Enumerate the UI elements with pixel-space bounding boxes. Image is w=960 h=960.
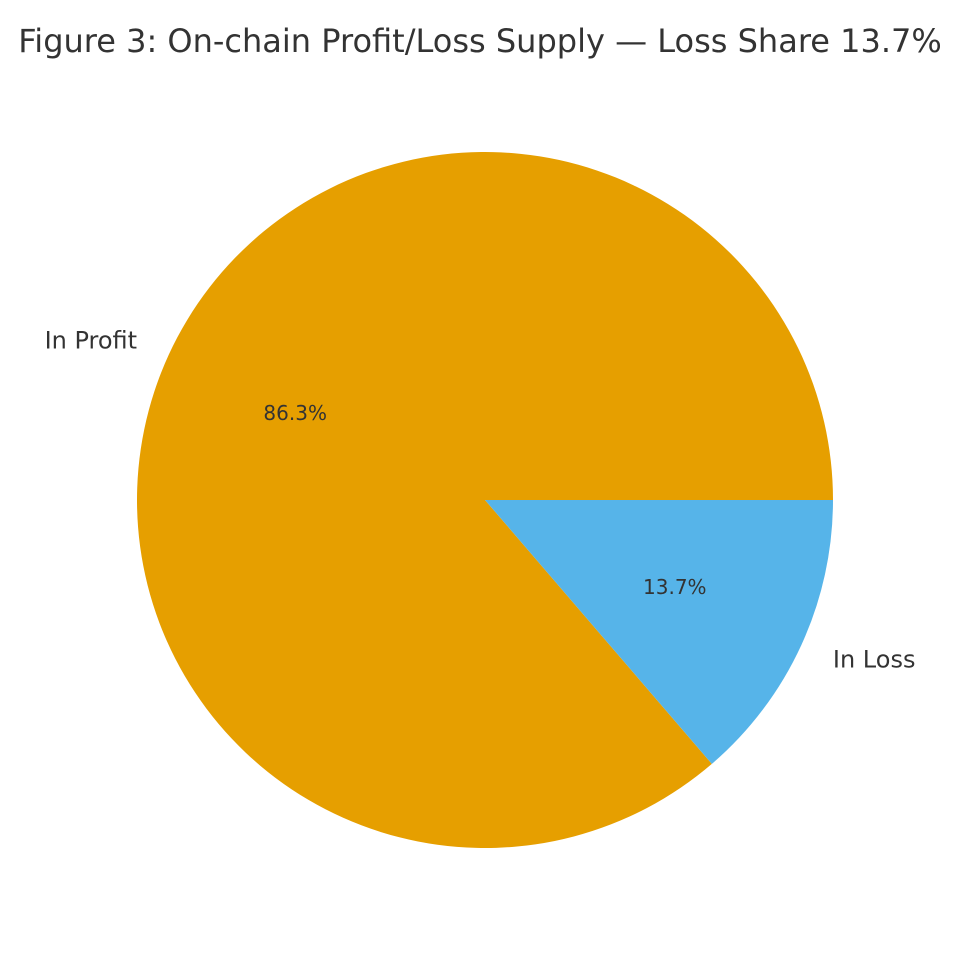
slice-percent-in-loss: 13.7% bbox=[643, 575, 707, 599]
slice-label-in-loss: In Loss bbox=[833, 646, 916, 674]
pie-labels: In Profit 86.3% In Loss 13.7% bbox=[45, 326, 916, 673]
pie-slices bbox=[137, 152, 833, 849]
slice-label-in-profit: In Profit bbox=[45, 326, 138, 354]
pie-slice-in-loss bbox=[485, 500, 833, 764]
chart-title: Figure 3: On-chain Profit/Loss Supply — … bbox=[18, 22, 942, 60]
slice-percent-in-profit: 86.3% bbox=[263, 401, 327, 425]
pie-slice-in-profit bbox=[137, 152, 833, 849]
